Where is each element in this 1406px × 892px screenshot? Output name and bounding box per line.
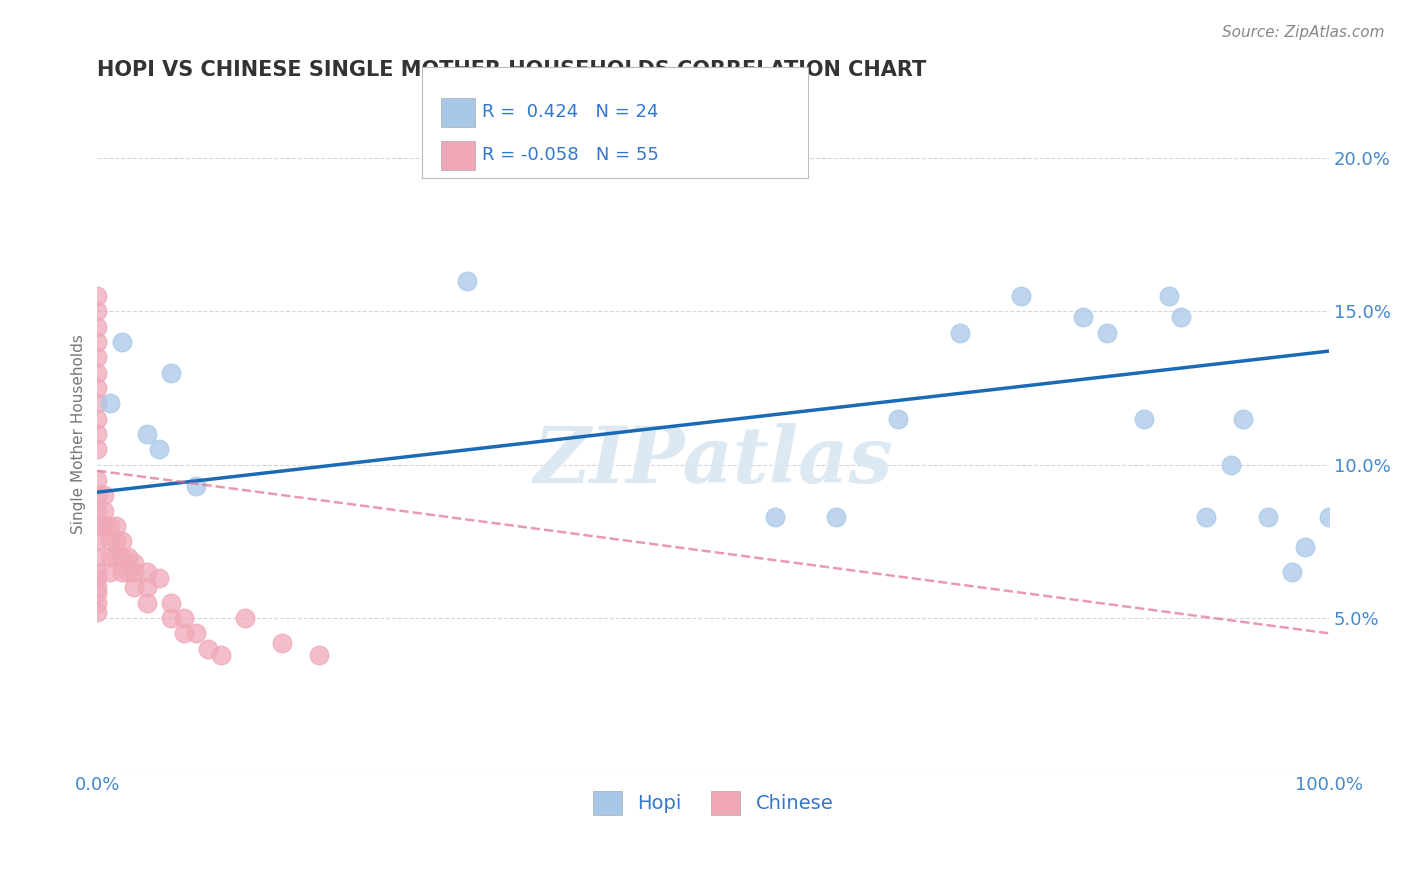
Point: [117, 565, 139, 579]
Point: [86, 411, 108, 425]
Point: [1219, 458, 1241, 472]
Point: [135, 565, 157, 579]
Point: [86, 605, 108, 619]
Point: [98, 519, 121, 533]
Text: ZIPatlas: ZIPatlas: [533, 423, 893, 500]
Point: [1097, 326, 1119, 340]
Point: [308, 648, 330, 662]
Point: [825, 509, 848, 524]
Point: [763, 509, 786, 524]
Point: [86, 503, 108, 517]
Point: [98, 549, 121, 564]
Point: [456, 273, 478, 287]
Point: [124, 556, 146, 570]
Point: [1195, 509, 1218, 524]
Text: HOPI VS CHINESE SINGLE MOTHER HOUSEHOLDS CORRELATION CHART: HOPI VS CHINESE SINGLE MOTHER HOUSEHOLDS…: [97, 60, 927, 79]
Point: [86, 586, 108, 600]
Point: [111, 534, 134, 549]
Point: [93, 503, 115, 517]
Point: [111, 334, 134, 349]
Point: [111, 565, 134, 579]
Y-axis label: Single Mother Households: Single Mother Households: [72, 334, 86, 533]
Point: [86, 334, 108, 349]
Point: [949, 326, 972, 340]
Point: [209, 648, 232, 662]
Point: [93, 519, 115, 533]
Point: [86, 304, 108, 318]
Point: [86, 473, 108, 487]
Point: [86, 571, 108, 585]
Point: [86, 366, 108, 380]
Point: [160, 596, 183, 610]
Point: [86, 488, 108, 502]
Text: R = -0.058   N = 55: R = -0.058 N = 55: [482, 146, 659, 164]
Point: [887, 411, 910, 425]
Point: [1170, 310, 1192, 325]
Point: [93, 488, 115, 502]
Point: [117, 549, 139, 564]
Text: R =  0.424   N = 24: R = 0.424 N = 24: [482, 103, 659, 121]
Point: [86, 534, 108, 549]
Point: [173, 611, 195, 625]
Point: [233, 611, 256, 625]
Point: [271, 635, 294, 649]
Point: [124, 565, 146, 579]
Point: [86, 596, 108, 610]
Point: [135, 580, 157, 594]
Point: [135, 596, 157, 610]
Point: [104, 519, 127, 533]
Text: Source: ZipAtlas.com: Source: ZipAtlas.com: [1222, 25, 1385, 40]
Point: [86, 396, 108, 410]
Point: [86, 580, 108, 594]
Point: [1071, 310, 1094, 325]
Point: [86, 426, 108, 441]
Point: [104, 549, 127, 564]
Point: [104, 534, 127, 549]
Point: [86, 350, 108, 364]
Point: [1133, 411, 1156, 425]
Point: [98, 396, 121, 410]
Point: [86, 519, 108, 533]
Point: [86, 319, 108, 334]
Point: [1281, 565, 1303, 579]
Point: [86, 565, 108, 579]
Point: [197, 641, 219, 656]
Legend: Hopi, Chinese: Hopi, Chinese: [585, 783, 841, 822]
Point: [124, 580, 146, 594]
Point: [1257, 509, 1279, 524]
Point: [160, 366, 183, 380]
Point: [184, 626, 207, 640]
Point: [135, 426, 157, 441]
Point: [1317, 509, 1340, 524]
Point: [184, 479, 207, 493]
Point: [148, 571, 170, 585]
Point: [148, 442, 170, 457]
Point: [111, 549, 134, 564]
Point: [1157, 289, 1180, 303]
Point: [173, 626, 195, 640]
Point: [160, 611, 183, 625]
Point: [1232, 411, 1254, 425]
Point: [86, 289, 108, 303]
Point: [98, 534, 121, 549]
Point: [1294, 541, 1316, 555]
Point: [86, 549, 108, 564]
Point: [86, 381, 108, 395]
Point: [86, 442, 108, 457]
Point: [98, 565, 121, 579]
Point: [1010, 289, 1032, 303]
